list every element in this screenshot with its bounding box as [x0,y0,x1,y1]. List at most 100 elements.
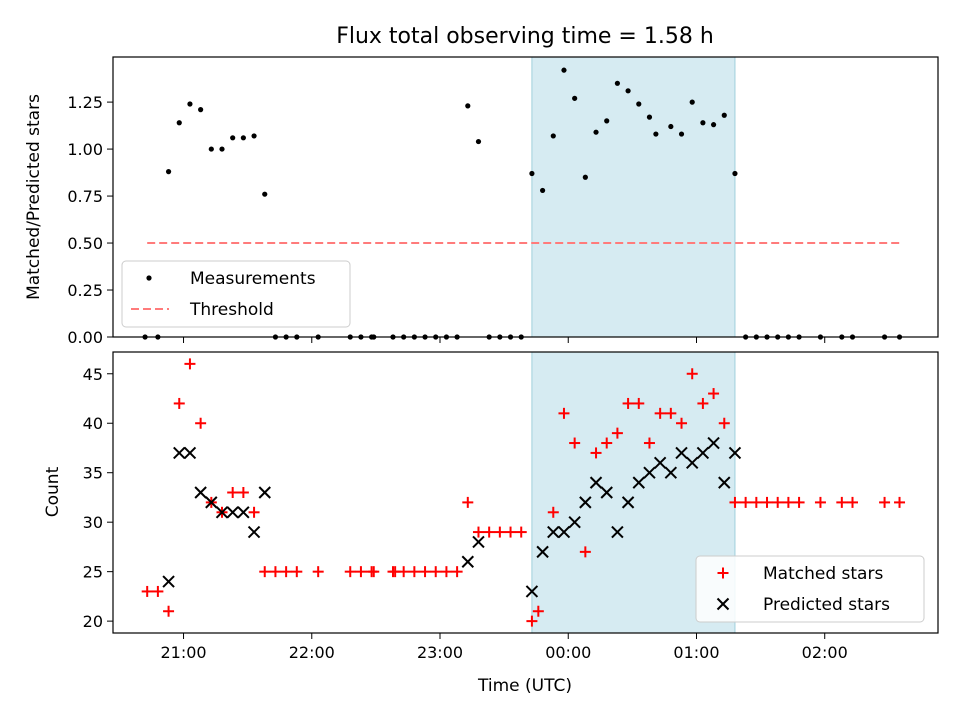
predicted-star-marker [525,585,539,598]
x-tick-label: 02:00 [802,643,848,662]
predicted-star-marker [568,515,581,529]
matched-star-marker [515,526,527,538]
predicted-star-marker [664,466,678,479]
measurement-point [710,122,717,128]
bottom-y-tick-label: 30 [83,513,103,532]
x-b [557,525,571,539]
matched-star-marker [665,407,677,419]
measurement-point [230,135,236,141]
x-b [162,575,175,588]
measurement-point [561,67,567,73]
x-b [621,496,635,509]
matched-star-marker [569,437,581,449]
x-b [205,496,218,509]
matched-star-marker [312,566,324,578]
bottom-y-tick-label: 35 [83,464,103,483]
x-b [237,506,250,519]
matched-star-marker [184,358,196,370]
measurement-point [582,174,588,180]
predicted-star-marker [215,506,229,519]
matched-star-marker [440,566,452,578]
measurement-point [646,114,653,120]
measurement-point [668,123,674,130]
matched-star-marker [483,526,495,538]
matched-star-marker [782,496,794,508]
x-b [472,535,485,549]
x-b [686,456,699,470]
x-b [183,446,197,460]
x-b [579,496,592,509]
x-b [547,525,560,539]
x-b [247,525,261,539]
matched-star-marker [633,397,645,409]
matched-star-marker [355,566,367,578]
matched-star-marker [291,566,303,578]
x-b [194,486,207,499]
bottom-y-tick-label: 45 [83,365,103,384]
top-y-tick-label: 1.25 [67,93,103,112]
predicted-star-marker [621,496,635,509]
matched-star-marker [526,615,538,627]
top-y-tick-label: 0.00 [67,328,103,347]
measurement-point [700,120,706,126]
measurement-point [689,99,695,105]
matched-star-marker [740,496,752,508]
matched-star-marker [152,585,164,597]
predicted-star-marker [557,525,571,539]
matched-star-marker [708,388,720,400]
matched-star-marker [894,496,906,508]
x-tick-label: 23:00 [417,643,463,662]
bottom-legend-box [695,555,925,623]
x-b [675,446,688,460]
predicted-star-marker [589,476,603,489]
matched-star-marker [505,526,517,538]
measurement-point [475,138,482,145]
matched-star-marker [269,566,281,578]
top-legend: Measurements Threshold [121,260,351,328]
matched-star-marker [462,496,474,508]
measurement-point [614,80,621,86]
chart-title: Flux total observing time = 1.58 h [336,24,714,49]
matched-star-marker [248,506,260,518]
x-b [536,545,549,559]
matched-star-marker [368,566,380,578]
x-b [632,476,645,489]
predicted-star-marker [611,525,624,539]
matched-star-marker [532,605,544,617]
predicted-star-marker [579,496,592,509]
predicted-star-marker [173,446,186,460]
measurement-point [198,107,204,113]
predicted-star-marker [536,545,549,559]
measurement-point [732,170,738,177]
matched-star-marker [408,566,420,578]
matched-star-marker [761,496,773,508]
x-b [664,466,678,479]
measurement-point [465,103,471,109]
top-y-tick-label: 0.50 [67,234,103,253]
measurement-point [187,101,193,107]
matched-star-marker [227,487,239,498]
top-y-tick-label: 0.25 [67,281,103,300]
predicted-star-marker [718,476,731,489]
matched-star-marker [419,566,431,578]
matched-star-marker [601,437,613,449]
matched-star-marker [643,437,655,449]
measurement-point [219,146,225,152]
x-b [696,446,710,460]
legend-label: Matched stars [763,564,883,584]
x-b [258,486,271,499]
x-b [707,436,720,450]
matched-star-marker [472,526,484,538]
matched-star-marker [590,447,602,459]
matched-star-marker [718,417,730,429]
matched-star-marker [579,546,591,558]
matched-star-marker [280,566,292,578]
x-b [226,506,239,519]
predicted-star-marker [183,446,197,460]
legend-x-b [716,597,730,611]
measurement-point [625,88,631,94]
bottom-legend: Matched stars Predicted stars [695,555,925,623]
predicted-star-marker [707,436,720,450]
x-b [525,585,539,598]
